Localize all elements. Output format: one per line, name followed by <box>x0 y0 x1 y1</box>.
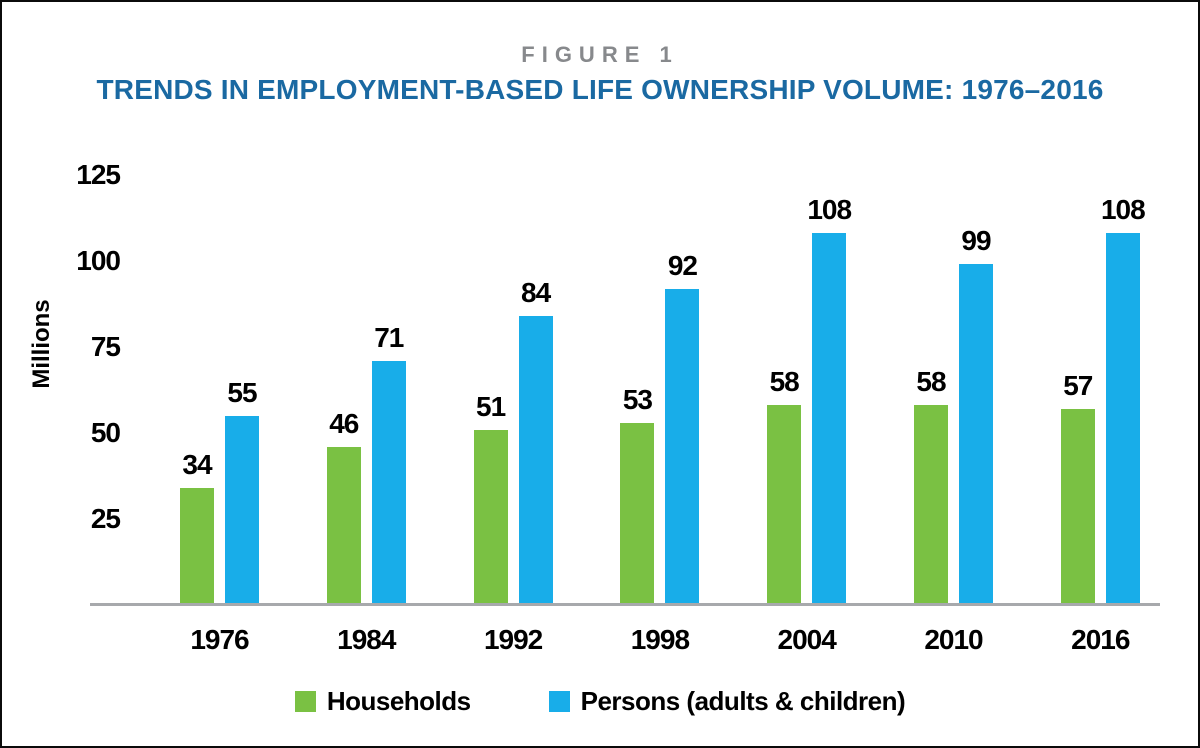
chart-legend: Households Persons (adults & children) <box>2 686 1198 717</box>
bar-value-label: 108 <box>1100 194 1146 225</box>
bar-households-1984 <box>326 447 361 605</box>
bar-households-1976 <box>180 488 214 605</box>
legend-label-persons: Persons (adults & children) <box>580 686 906 716</box>
bar-persons-2016 <box>1105 233 1140 605</box>
x-tick-label: 1984 <box>337 624 396 655</box>
figure-label: FIGURE 1 <box>521 42 679 67</box>
y-tick-label: 75 <box>90 331 121 362</box>
x-tick-label: 1992 <box>483 624 543 655</box>
bar-persons-1992 <box>518 316 553 605</box>
bar-value-label: 34 <box>182 449 212 480</box>
legend-swatch-persons <box>548 691 570 712</box>
bar-value-label: 99 <box>961 225 991 256</box>
bar-value-label: 71 <box>374 322 404 353</box>
legend-item-households: Households <box>294 686 471 717</box>
bar-value-label: 92 <box>667 250 698 281</box>
x-tick-label: 1998 <box>630 624 690 655</box>
y-tick-label: 50 <box>90 417 121 448</box>
bar-persons-2004 <box>812 233 847 605</box>
bar-value-label: 55 <box>227 377 257 408</box>
bar-value-label: 108 <box>807 194 852 225</box>
y-tick-label: 100 <box>76 245 121 276</box>
bar-value-label: 57 <box>1063 370 1093 401</box>
bar-households-2004 <box>767 405 802 605</box>
x-tick-label: 2016 <box>1071 624 1130 655</box>
x-tick-label: 2004 <box>777 624 837 655</box>
x-tick-label: 1976 <box>190 624 249 655</box>
bar-persons-1984 <box>371 361 406 605</box>
bar-households-1992 <box>473 430 508 605</box>
y-tick-label: 125 <box>76 159 121 190</box>
legend-swatch-households <box>294 691 316 712</box>
bar-value-label: 51 <box>476 391 506 422</box>
chart-title: TRENDS IN EMPLOYMENT-BASED LIFE OWNERSHI… <box>96 74 1104 105</box>
y-tick-label: 25 <box>90 503 121 534</box>
bar-value-label: 46 <box>329 408 359 439</box>
x-axis-line <box>90 603 1160 606</box>
bar-persons-1976 <box>225 416 259 605</box>
bar-households-2010 <box>914 405 948 605</box>
bar-value-label: 53 <box>622 384 653 415</box>
legend-label-households: Households <box>326 686 471 716</box>
bar-value-label: 58 <box>916 366 946 397</box>
bar-value-label: 84 <box>521 277 551 308</box>
bar-persons-2010 <box>959 264 993 605</box>
bar-value-label: 58 <box>769 366 800 397</box>
legend-item-persons: Persons (adults & children) <box>548 686 906 717</box>
bar-households-2016 <box>1060 409 1095 605</box>
x-tick-label: 2010 <box>924 624 983 655</box>
bar-persons-1998 <box>665 289 700 605</box>
bar-households-1998 <box>620 423 655 605</box>
